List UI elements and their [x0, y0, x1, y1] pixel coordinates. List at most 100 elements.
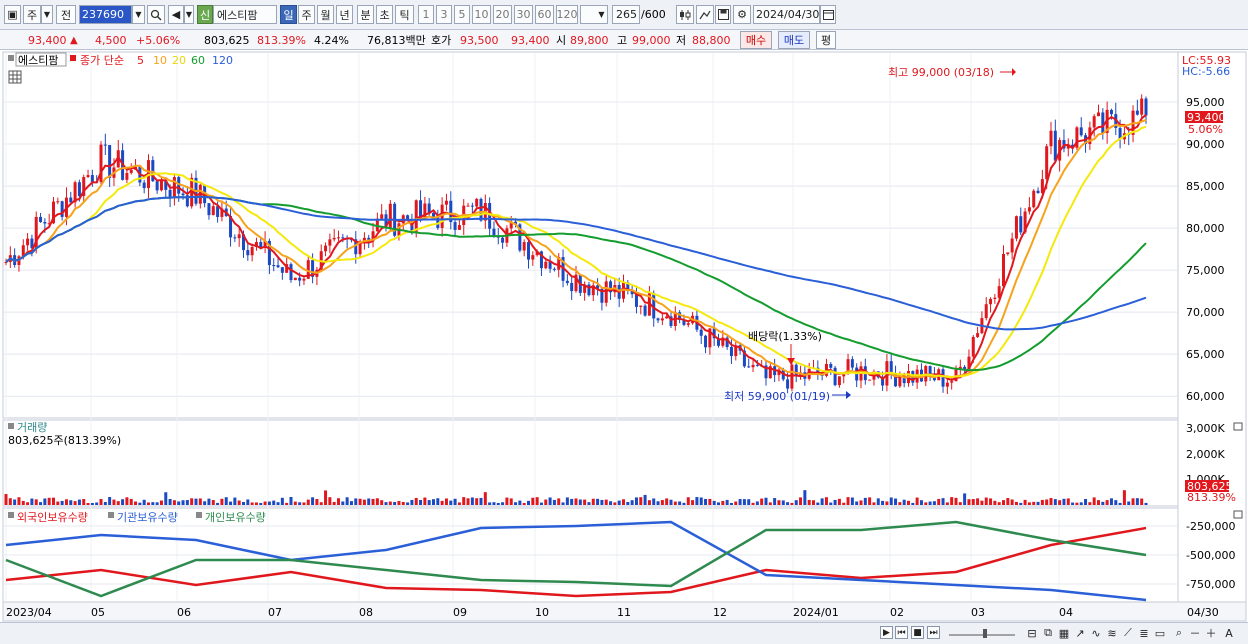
prev-button[interactable]: 전: [56, 5, 76, 24]
candle-type-icon[interactable]: [676, 5, 694, 24]
interval-button[interactable]: 10: [472, 5, 491, 24]
volume-bar: [311, 497, 315, 505]
scroll-start-icon[interactable]: ⏮: [895, 626, 908, 639]
volume-bar: [527, 500, 530, 505]
candle-body: [34, 216, 38, 249]
interval-button[interactable]: 3: [436, 5, 452, 24]
code-dropdown-icon[interactable]: ▼: [132, 5, 145, 24]
volume-bar: [47, 497, 51, 505]
copy-icon[interactable]: ⧉: [1044, 626, 1052, 639]
zoom-slider[interactable]: [947, 626, 1017, 640]
interval-button[interactable]: 60: [535, 5, 554, 24]
stock-chart[interactable]: 에스티팜 종가 단순 5 10 20 60 120 95,000 90,000 85…: [0, 50, 1248, 622]
zoom-in-button[interactable]: ＋: [1205, 627, 1217, 640]
volume-bar: [319, 502, 323, 505]
open-price: 89,800: [570, 33, 609, 47]
count-total: /600: [641, 8, 666, 21]
period-week-button[interactable]: 주: [298, 5, 315, 24]
candle-body: [842, 373, 846, 377]
evaluation-button[interactable]: 평: [816, 31, 836, 49]
gear-icon[interactable]: ⚙: [733, 5, 751, 24]
period-tick-button[interactable]: 틱: [395, 5, 414, 24]
line-tool-icon[interactable]: ⟋: [1124, 626, 1132, 639]
volume-bar: [574, 498, 578, 505]
interval-button[interactable]: 30: [514, 5, 533, 24]
trend-icon[interactable]: ↗: [1075, 626, 1085, 640]
volume-bar: [21, 500, 25, 505]
font-size-button[interactable]: A: [1225, 626, 1233, 640]
date-input[interactable]: 2024/04/30: [753, 5, 820, 24]
volume-bar: [190, 498, 194, 505]
volume-bar: [453, 498, 457, 505]
indicator-icon[interactable]: ∿: [1091, 626, 1101, 640]
volume-bar: [881, 500, 885, 505]
candle-body: [337, 237, 340, 239]
screen-icon[interactable]: ▭: [1154, 626, 1166, 640]
calendar-icon[interactable]: [820, 5, 836, 24]
candle-body: [660, 318, 664, 321]
volume-bar: [112, 499, 116, 505]
buy-button[interactable]: 매수: [740, 31, 772, 49]
price-y-tick: 90,000: [1186, 138, 1225, 151]
volume-bar: [457, 502, 461, 505]
speaker-icon[interactable]: ◀: [168, 5, 184, 24]
scroll-end-icon[interactable]: ⏭: [927, 626, 940, 639]
candle-body: [1118, 127, 1122, 140]
scroll-right-icon[interactable]: ▶: [880, 626, 893, 639]
volume-bar: [349, 501, 353, 505]
candle-body: [535, 251, 539, 256]
interval-button[interactable]: 120: [556, 5, 578, 24]
candle-body: [790, 364, 794, 389]
chart-area[interactable]: 에스티팜 종가 단순 5 10 20 60 120 95,000 90,000 85…: [0, 50, 1248, 622]
sell-button[interactable]: 매도: [778, 31, 810, 49]
holding-line: [5, 520, 1147, 602]
period-minute-button[interactable]: 분: [357, 5, 374, 24]
count-input[interactable]: 265: [612, 5, 640, 24]
window-menu-icon[interactable]: ▣: [4, 5, 21, 24]
fib-icon[interactable]: ≣: [1139, 626, 1149, 640]
drawing-tool-icon[interactable]: [696, 5, 714, 24]
candle-body: [108, 145, 112, 178]
zoom-out-button[interactable]: －: [1189, 627, 1201, 640]
candle-body: [902, 377, 906, 384]
compare-icon[interactable]: ≋: [1107, 626, 1117, 640]
period-day-button[interactable]: 일: [280, 5, 297, 24]
volume-bar: [293, 501, 297, 505]
stock-code-input[interactable]: 237690: [79, 5, 132, 24]
table-view-icon[interactable]: [8, 70, 22, 84]
interval-button[interactable]: 5: [454, 5, 470, 24]
ma-legend-10: 10: [153, 54, 167, 67]
market-label[interactable]: 주: [23, 5, 41, 24]
period-year-button[interactable]: 년: [336, 5, 353, 24]
interval-button[interactable]: 20: [493, 5, 512, 24]
candle-body: [380, 214, 384, 219]
volume-bar: [423, 497, 427, 505]
candle-body: [881, 377, 885, 386]
candle-body: [997, 286, 1001, 298]
search-icon[interactable]: [147, 5, 165, 24]
volume-bar: [1135, 498, 1139, 505]
save-icon[interactable]: [715, 5, 731, 24]
magnifier-icon[interactable]: ⌕: [1175, 626, 1183, 639]
volume-bars: [4, 490, 1148, 505]
layout-icon[interactable]: ▦: [1058, 626, 1070, 640]
chart-type-icon[interactable]: ⊟: [1027, 626, 1037, 640]
speaker-dropdown-icon[interactable]: ▼: [184, 5, 194, 24]
volume-bar: [729, 502, 733, 505]
candlesticks: [4, 94, 1148, 395]
panel-close-icon[interactable]: [1233, 422, 1243, 431]
period-month-button[interactable]: 월: [317, 5, 334, 24]
candle-body: [1101, 112, 1105, 134]
interval-button[interactable]: 1: [418, 5, 434, 24]
volume-bar: [505, 497, 509, 505]
custom-interval-dropdown-icon[interactable]: ▼: [596, 5, 608, 24]
market-dropdown-icon[interactable]: ▼: [41, 5, 53, 24]
candle-body: [375, 218, 379, 232]
volume-bar: [652, 498, 656, 505]
volume-bar: [95, 502, 99, 505]
volume-bar: [410, 499, 414, 505]
volume-bar: [267, 501, 271, 505]
period-second-button[interactable]: 초: [376, 5, 393, 24]
stop-icon[interactable]: ■: [911, 626, 924, 639]
panel-close-icon[interactable]: [1233, 510, 1243, 519]
